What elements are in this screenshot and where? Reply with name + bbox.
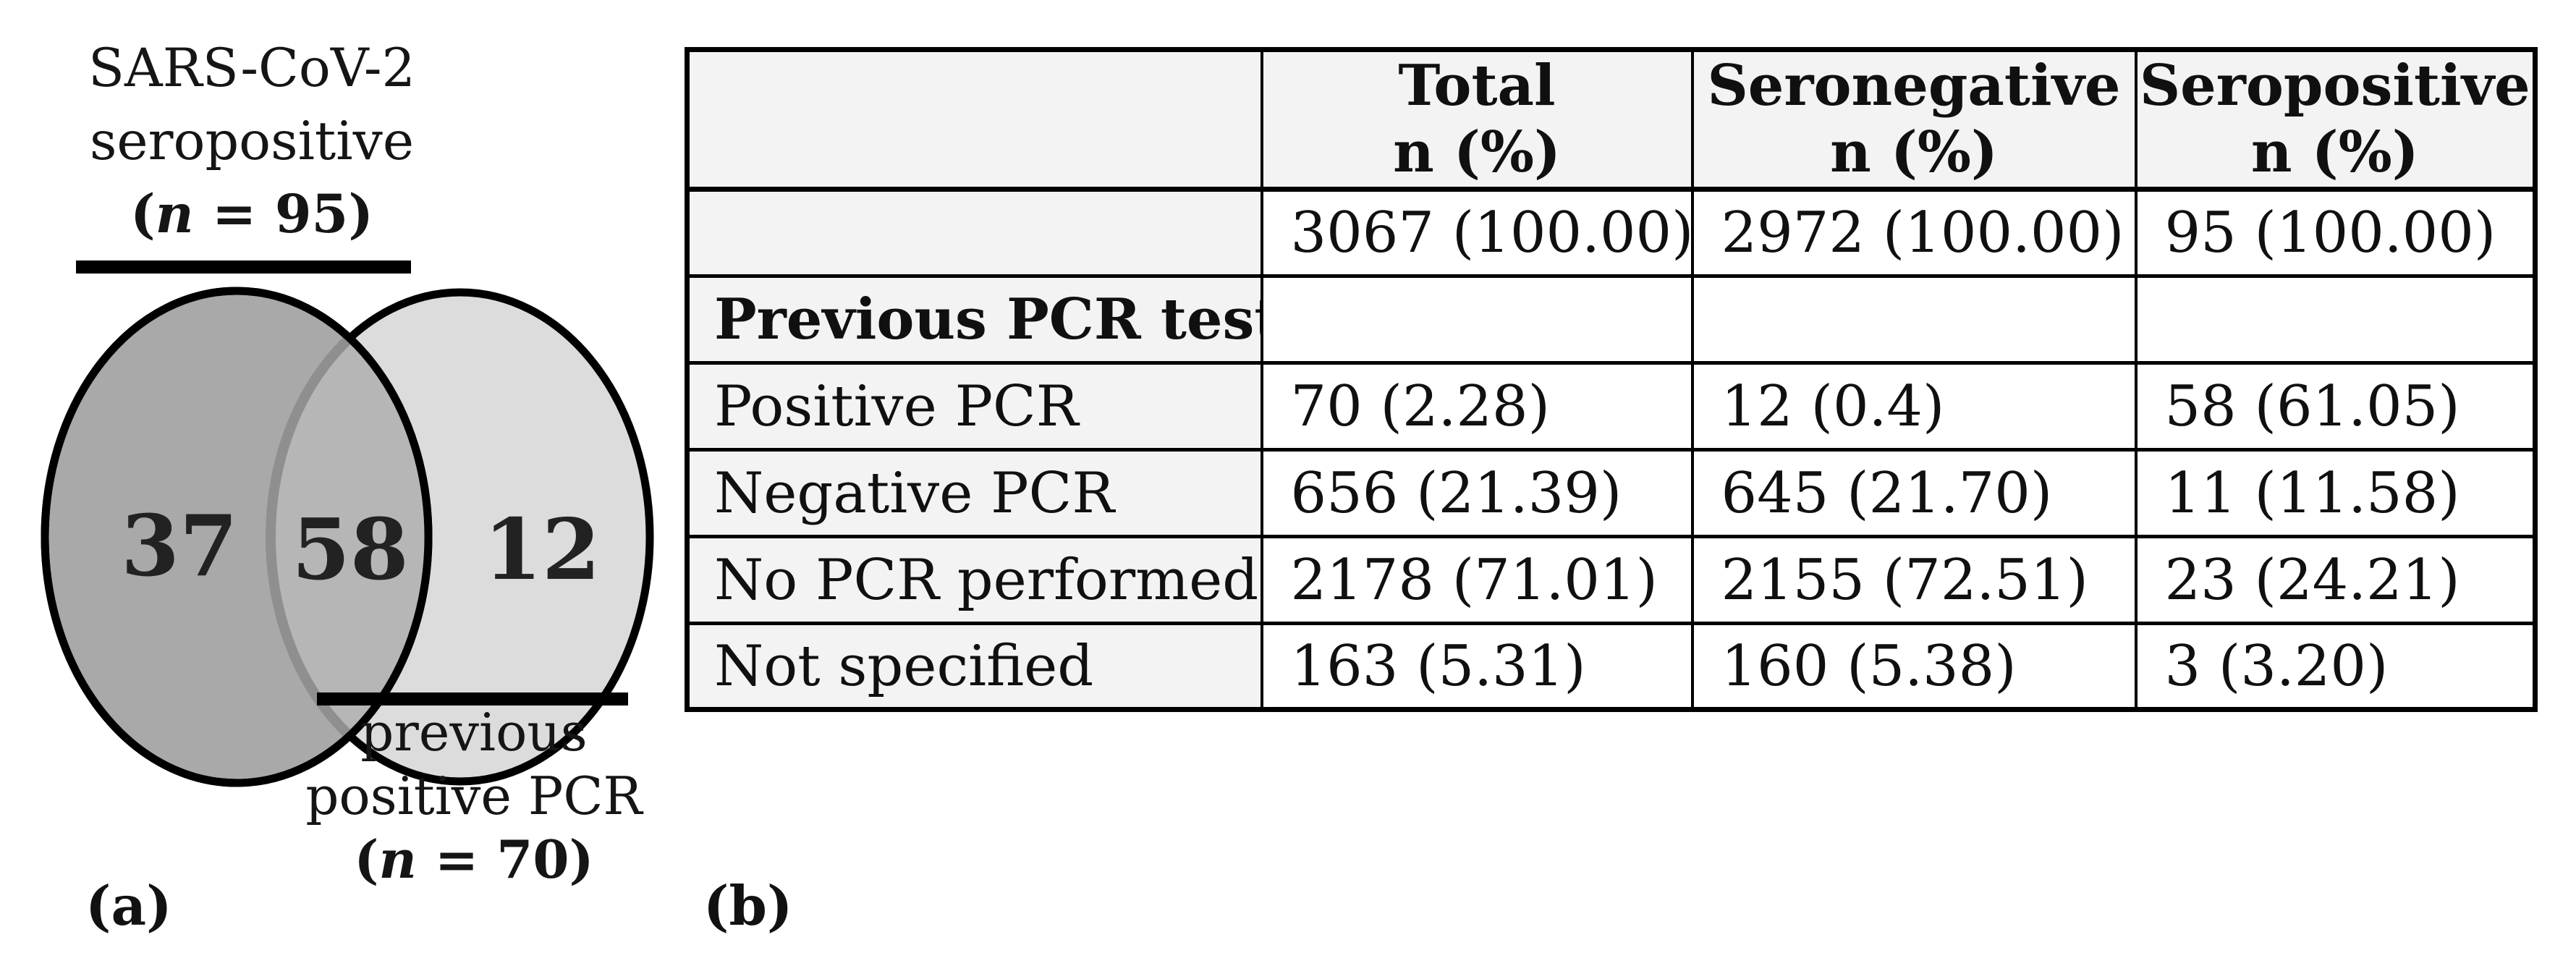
row-label-previous-pcr-test: Previous PCR test [685, 274, 1263, 365]
cell-overall-seronegative: 2972 (100.00) [1690, 187, 2138, 278]
cell-negative-pcr-total: 656 (21.39) [1260, 448, 1694, 538]
cell-not-specified-seronegative: 160 (5.38) [1690, 622, 2138, 711]
venn-right-set-overline [317, 692, 628, 706]
table-row-not-specified: Not specified 163 (5.31) 160 (5.38) 3 (3… [685, 622, 2537, 711]
cell-positive-pcr-seropositive: 58 (61.05) [2134, 361, 2537, 452]
cell-previous-pcr-total [1260, 274, 1694, 365]
venn-left-set-label-line1: SARS-CoV-2 [88, 38, 415, 99]
table-header-row: Total n (%) Seronegative n (%) Seroposit… [685, 48, 2537, 192]
header-cell-total: Total n (%) [1260, 48, 1694, 192]
header-cell-seropositive: Seropositive n (%) [2134, 48, 2537, 192]
table-row-section-previous-pcr-test: Previous PCR test [685, 274, 2537, 365]
cell-positive-pcr-seronegative: 12 (0.4) [1690, 361, 2138, 452]
venn-right-set-label-line2: positive PCR [305, 766, 643, 826]
venn-right-only-count: 12 [483, 501, 600, 599]
cell-overall-seropositive: 95 (100.00) [2134, 187, 2537, 278]
header-cell-empty [685, 48, 1263, 192]
row-label-overall [685, 187, 1263, 278]
venn-right-set-n: (n = 70) [354, 829, 594, 890]
venn-left-set-underline [76, 260, 411, 274]
venn-intersection-count: 58 [292, 501, 408, 599]
table-row-overall: 3067 (100.00) 2972 (100.00) 95 (100.00) [685, 187, 2537, 278]
cell-negative-pcr-seropositive: 11 (11.58) [2134, 448, 2537, 538]
header-cell-seronegative: Seronegative n (%) [1690, 48, 2138, 192]
cell-not-specified-seropositive: 3 (3.20) [2134, 622, 2537, 711]
panel-b-label: (b) [703, 874, 793, 938]
cell-not-specified-total: 163 (5.31) [1260, 622, 1694, 711]
pcr-frequency-table: Total n (%) Seronegative n (%) Seroposit… [685, 47, 2538, 712]
table-row-no-pcr-performed: No PCR performed 2178 (71.01) 2155 (72.5… [685, 535, 2537, 625]
venn-left-set-label-line2: seropositive [89, 111, 415, 172]
venn-right-set-label: previous positive PCR (n = 70) [293, 700, 655, 891]
cell-no-pcr-seropositive: 23 (24.21) [2134, 535, 2537, 625]
table-row-negative-pcr: Negative PCR 656 (21.39) 645 (21.70) 11 … [685, 448, 2537, 538]
cell-negative-pcr-seronegative: 645 (21.70) [1690, 448, 2138, 538]
cell-no-pcr-total: 2178 (71.01) [1260, 535, 1694, 625]
cell-previous-pcr-seronegative [1690, 274, 2138, 365]
row-label-negative-pcr: Negative PCR [685, 448, 1263, 538]
panel-a-label: (a) [85, 874, 172, 938]
venn-left-set-label: SARS-CoV-2 seropositive (n = 95) [71, 32, 433, 251]
row-label-positive-pcr: Positive PCR [685, 361, 1263, 452]
cell-positive-pcr-total: 70 (2.28) [1260, 361, 1694, 452]
cell-previous-pcr-seropositive [2134, 274, 2537, 365]
venn-right-set-label-line1: previous [360, 702, 588, 763]
venn-left-set-n: (n = 95) [130, 183, 373, 245]
venn-intersection-region [266, 291, 428, 783]
venn-diagram: 37 58 12 [41, 287, 654, 787]
table-row-positive-pcr: Positive PCR 70 (2.28) 12 (0.4) 58 (61.0… [685, 361, 2537, 452]
venn-left-circle-outline [41, 287, 433, 787]
cell-no-pcr-seronegative: 2155 (72.51) [1690, 535, 2138, 625]
venn-left-only-count: 37 [121, 497, 237, 596]
cell-overall-total: 3067 (100.00) [1260, 187, 1694, 278]
row-label-no-pcr-performed: No PCR performed [685, 535, 1263, 625]
row-label-not-specified: Not specified [685, 622, 1263, 711]
